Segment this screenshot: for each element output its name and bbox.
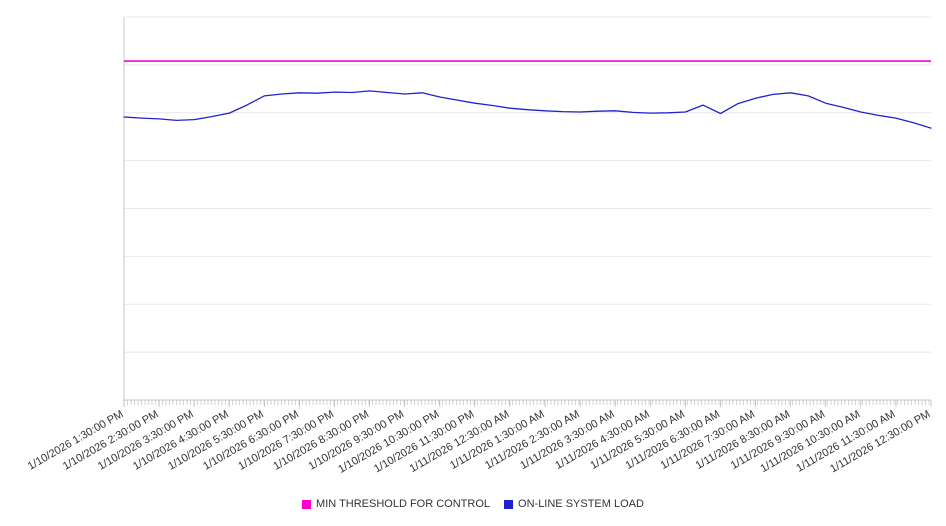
chart-legend: MIN THRESHOLD FOR CONTROL ON-LINE SYSTEM… (0, 498, 946, 510)
legend-item-threshold[interactable]: MIN THRESHOLD FOR CONTROL (302, 498, 490, 510)
threshold-swatch (302, 499, 312, 509)
chart-canvas: 1/10/2026 1:30:00 PM1/10/2026 2:30:00 PM… (26, 16, 933, 476)
legend-label-load: ON-LINE SYSTEM LOAD (518, 498, 644, 510)
load-swatch (504, 499, 514, 509)
legend-label-threshold: MIN THRESHOLD FOR CONTROL (316, 498, 491, 510)
line-chart: 1/10/2026 1:30:00 PM 1/10/2026 2:30:00 PM… (26, 16, 933, 476)
load-series-line (123, 90, 932, 129)
legend-item-load[interactable]: ON-LINE SYSTEM LOAD (504, 498, 644, 510)
